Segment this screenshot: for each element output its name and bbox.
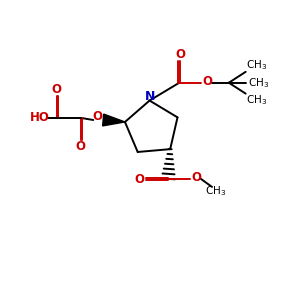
Text: O: O [92, 110, 102, 122]
Text: CH$_3$: CH$_3$ [246, 94, 267, 107]
Text: HO: HO [30, 110, 50, 124]
Text: O: O [191, 171, 201, 184]
Text: N: N [144, 90, 155, 103]
Text: CH$_3$: CH$_3$ [205, 184, 226, 198]
Text: CH$_3$: CH$_3$ [246, 58, 267, 72]
Text: O: O [202, 75, 212, 88]
Text: O: O [175, 49, 185, 62]
Text: CH$_3$: CH$_3$ [248, 76, 269, 90]
Polygon shape [103, 114, 125, 126]
Text: O: O [134, 173, 145, 186]
Text: O: O [75, 140, 85, 153]
Text: O: O [52, 83, 61, 96]
